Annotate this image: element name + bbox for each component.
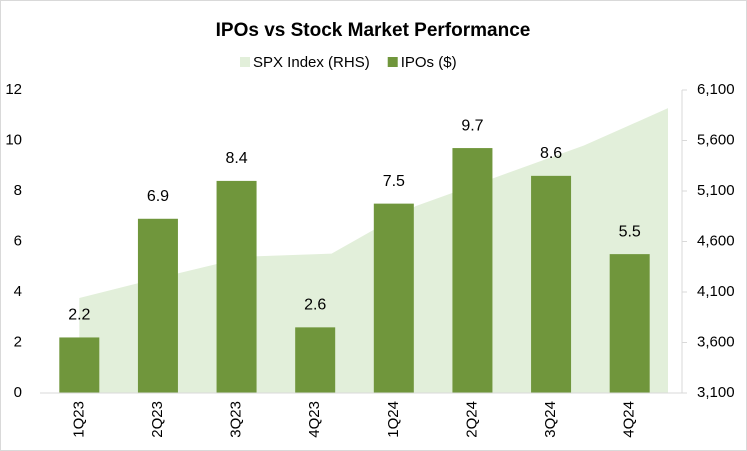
- bar: [295, 327, 336, 393]
- y-tick-label: 10: [5, 131, 22, 148]
- value-label: 7.5: [383, 173, 405, 190]
- legend-label: IPOs ($): [401, 54, 457, 71]
- legend-swatch: [240, 57, 250, 67]
- value-label: 2.2: [68, 307, 90, 324]
- value-label: 9.7: [461, 117, 483, 134]
- value-label: 6.9: [147, 188, 169, 205]
- y-tick-label: 8: [14, 182, 22, 199]
- y2-tick-label: 3,100: [697, 384, 735, 401]
- bar: [452, 148, 493, 393]
- value-label: 8.6: [540, 145, 562, 162]
- y2-tick-label: 3,600: [697, 333, 735, 350]
- bar: [59, 337, 100, 393]
- x-tick-label: 3Q23: [228, 401, 245, 438]
- y-tick-label: 12: [5, 81, 22, 98]
- y2-tick-label: 6,100: [697, 81, 735, 98]
- x-tick-label: 1Q23: [70, 401, 87, 438]
- bar: [137, 218, 178, 393]
- value-label: 2.6: [304, 297, 326, 314]
- y2-tick-label: 4,100: [697, 283, 735, 300]
- x-tick-label: 4Q24: [621, 401, 638, 438]
- chart-title: IPOs vs Stock Market Performance: [216, 20, 531, 41]
- bar: [216, 180, 257, 393]
- bar: [373, 203, 414, 393]
- x-tick-label: 2Q24: [463, 401, 480, 438]
- x-tick-label: 1Q24: [385, 401, 402, 438]
- x-tick-label: 3Q24: [542, 401, 559, 438]
- x-tick-label: 4Q23: [306, 401, 323, 438]
- value-label: 8.4: [225, 150, 247, 167]
- y2-tick-label: 5,600: [697, 131, 735, 148]
- legend-swatch: [387, 57, 398, 67]
- y2-tick-label: 5,100: [697, 182, 735, 199]
- y-tick-label: 0: [14, 384, 22, 401]
- legend-label: SPX Index (RHS): [253, 54, 370, 71]
- bar: [531, 175, 572, 393]
- y-tick-label: 4: [14, 283, 22, 300]
- y-tick-label: 2: [14, 333, 22, 350]
- x-tick-label: 2Q23: [149, 401, 166, 438]
- y-tick-label: 6: [14, 232, 22, 249]
- bar: [609, 254, 650, 393]
- y2-tick-label: 4,600: [697, 232, 735, 249]
- value-label: 5.5: [619, 223, 641, 240]
